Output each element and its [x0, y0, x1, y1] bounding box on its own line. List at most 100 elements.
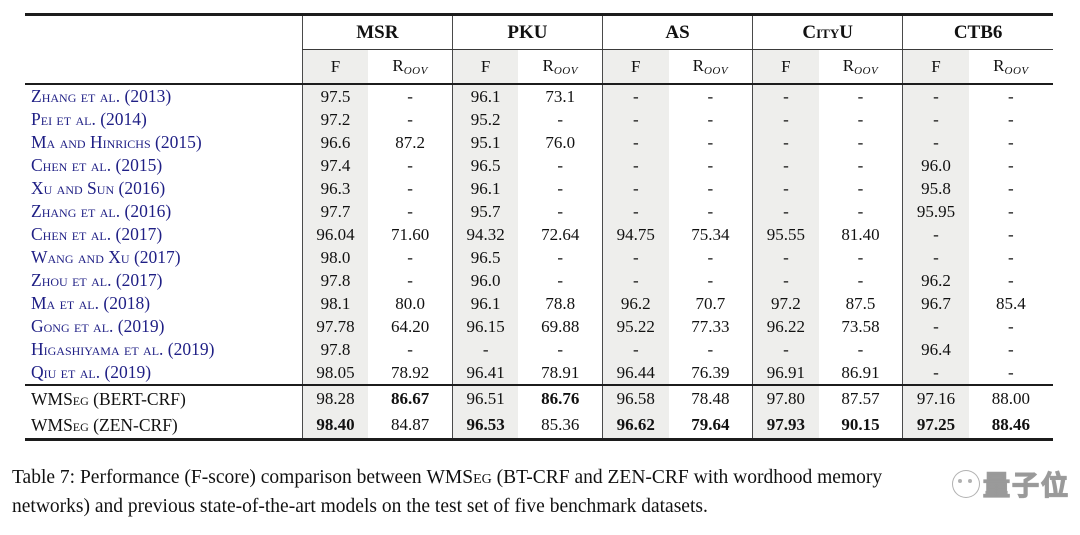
value-cell: 85.4 — [996, 293, 1026, 313]
value-cell: 80.0 — [395, 293, 425, 313]
value-cell: 73.58 — [841, 316, 880, 336]
value-cell: 79.64 — [691, 415, 730, 434]
value-cell: - — [557, 270, 564, 290]
value-cell: 87.2 — [395, 132, 425, 152]
row-label: WMSeg (BERT-CRF) — [25, 384, 303, 412]
value-cell: - — [601, 154, 669, 177]
value-cell: 96.15 — [451, 315, 519, 338]
table-row: Pei et al. (2014) 97.2 - 95.2 - - - - - - - — [25, 108, 1053, 131]
value-cell: - — [1008, 178, 1014, 198]
value-cell: 85.36 — [541, 415, 580, 434]
row-label: Ma et al. (2018) — [31, 293, 151, 313]
value-cell: - — [1008, 339, 1014, 359]
value-cell: - — [601, 200, 669, 223]
value-cell: - — [1008, 155, 1014, 175]
value-cell: - — [707, 339, 714, 359]
row-label: Wang and Xu (2017) — [31, 247, 181, 267]
value-cell: - — [451, 338, 519, 361]
value-cell: 81.40 — [841, 224, 880, 244]
value-cell: - — [707, 201, 714, 221]
value-cell: 96.22 — [752, 315, 819, 338]
f-header: F — [752, 49, 819, 85]
value-cell: 73.1 — [545, 86, 576, 106]
table-row: Chen et al. (2015) 97.4 - 96.5 - - - - - 96.0 - — [25, 154, 1053, 177]
value-cell: - — [752, 131, 819, 154]
value-cell: 98.0 — [301, 246, 369, 269]
value-cell: - — [857, 270, 864, 290]
value-cell: - — [557, 155, 564, 175]
value-cell: 71.60 — [390, 224, 430, 244]
value-cell: 97.16 — [902, 384, 969, 412]
value-cell: 96.53 — [451, 412, 519, 440]
value-cell: - — [902, 223, 969, 246]
value-cell: - — [1008, 132, 1014, 152]
value-cell: - — [902, 131, 969, 154]
value-cell: - — [1008, 109, 1014, 129]
roov-header: ROOV — [368, 49, 453, 85]
value-cell: 96.1 — [451, 177, 519, 200]
caption-line-2: networks) and previous state-of-the-art … — [12, 496, 708, 517]
value-cell: 97.25 — [902, 412, 969, 440]
value-cell: 97.8 — [301, 338, 369, 361]
table-row: Zhang et al. (2016) 97.7 - 95.7 - - - - - 95.95 - — [25, 200, 1053, 223]
value-cell: - — [557, 339, 564, 359]
roov-header: ROOV — [818, 49, 903, 85]
value-cell: - — [407, 109, 413, 129]
value-cell: - — [857, 247, 864, 267]
results-table: MSR PKU AS CityU CTB6 F ROOV F ROOV F RO… — [25, 13, 1053, 441]
value-cell: - — [707, 132, 714, 152]
row-label: Ma and Hinrichs (2015) — [31, 132, 202, 152]
value-cell: - — [752, 177, 819, 200]
f-header: F — [451, 49, 519, 85]
caption-model-name: WMSeg — [426, 467, 492, 488]
f-header: F — [601, 49, 669, 85]
summary-row: WMSeg (BERT-CRF) 98.28 86.67 96.51 86.76 96.5… — [25, 384, 1053, 412]
value-cell: 97.8 — [301, 269, 369, 292]
value-cell: - — [752, 200, 819, 223]
value-cell: 96.2 — [902, 269, 969, 292]
value-cell: 88.00 — [968, 384, 1053, 412]
row-label: Zhou et al. (2017) — [31, 270, 163, 290]
value-cell: 96.41 — [451, 361, 519, 385]
value-cell: 97.5 — [301, 84, 369, 108]
value-cell: 95.2 — [451, 108, 519, 131]
value-cell: - — [1008, 362, 1014, 382]
value-cell: 95.22 — [601, 315, 669, 338]
row-label: WMSeg (ZEN-CRF) — [31, 414, 178, 435]
value-cell: 96.5 — [451, 154, 519, 177]
value-cell: 96.6 — [301, 131, 369, 154]
roov-header: ROOV — [968, 49, 1053, 85]
value-cell: - — [557, 201, 564, 221]
value-cell: 72.64 — [541, 224, 580, 244]
value-cell: 86.76 — [518, 384, 603, 412]
value-cell: - — [857, 86, 864, 106]
value-cell: - — [407, 155, 413, 175]
value-cell: 97.78 — [301, 315, 369, 338]
value-cell: 96.1 — [451, 292, 519, 315]
value-cell: - — [752, 154, 819, 177]
value-cell: 97.4 — [301, 154, 369, 177]
row-label: Xu and Sun (2016) — [31, 178, 166, 198]
value-cell: - — [1008, 270, 1014, 290]
value-cell: - — [857, 178, 864, 198]
row-label: Zhang et al. (2016) — [31, 201, 172, 221]
value-cell: 95.7 — [451, 200, 519, 223]
value-cell: 76.0 — [545, 132, 576, 152]
value-cell: 69.88 — [541, 316, 580, 336]
row-label: Qiu et al. (2019) — [31, 362, 152, 382]
value-cell: 78.92 — [390, 362, 430, 382]
value-cell: 86.67 — [368, 384, 453, 412]
value-cell: - — [601, 108, 669, 131]
value-cell: - — [557, 247, 564, 267]
value-cell: 96.1 — [451, 84, 519, 108]
value-cell: 75.34 — [691, 224, 730, 244]
f-header: F — [902, 49, 969, 85]
value-cell: - — [601, 269, 669, 292]
roov-header: ROOV — [518, 49, 603, 85]
value-cell: - — [601, 84, 669, 108]
value-cell: 97.80 — [752, 384, 819, 412]
table-row: Qiu et al. (2019) 98.05 78.92 96.41 78.91 96.… — [25, 361, 1053, 385]
value-cell: 95.55 — [752, 223, 819, 246]
f-header: F — [301, 49, 369, 85]
value-cell: - — [707, 109, 714, 129]
